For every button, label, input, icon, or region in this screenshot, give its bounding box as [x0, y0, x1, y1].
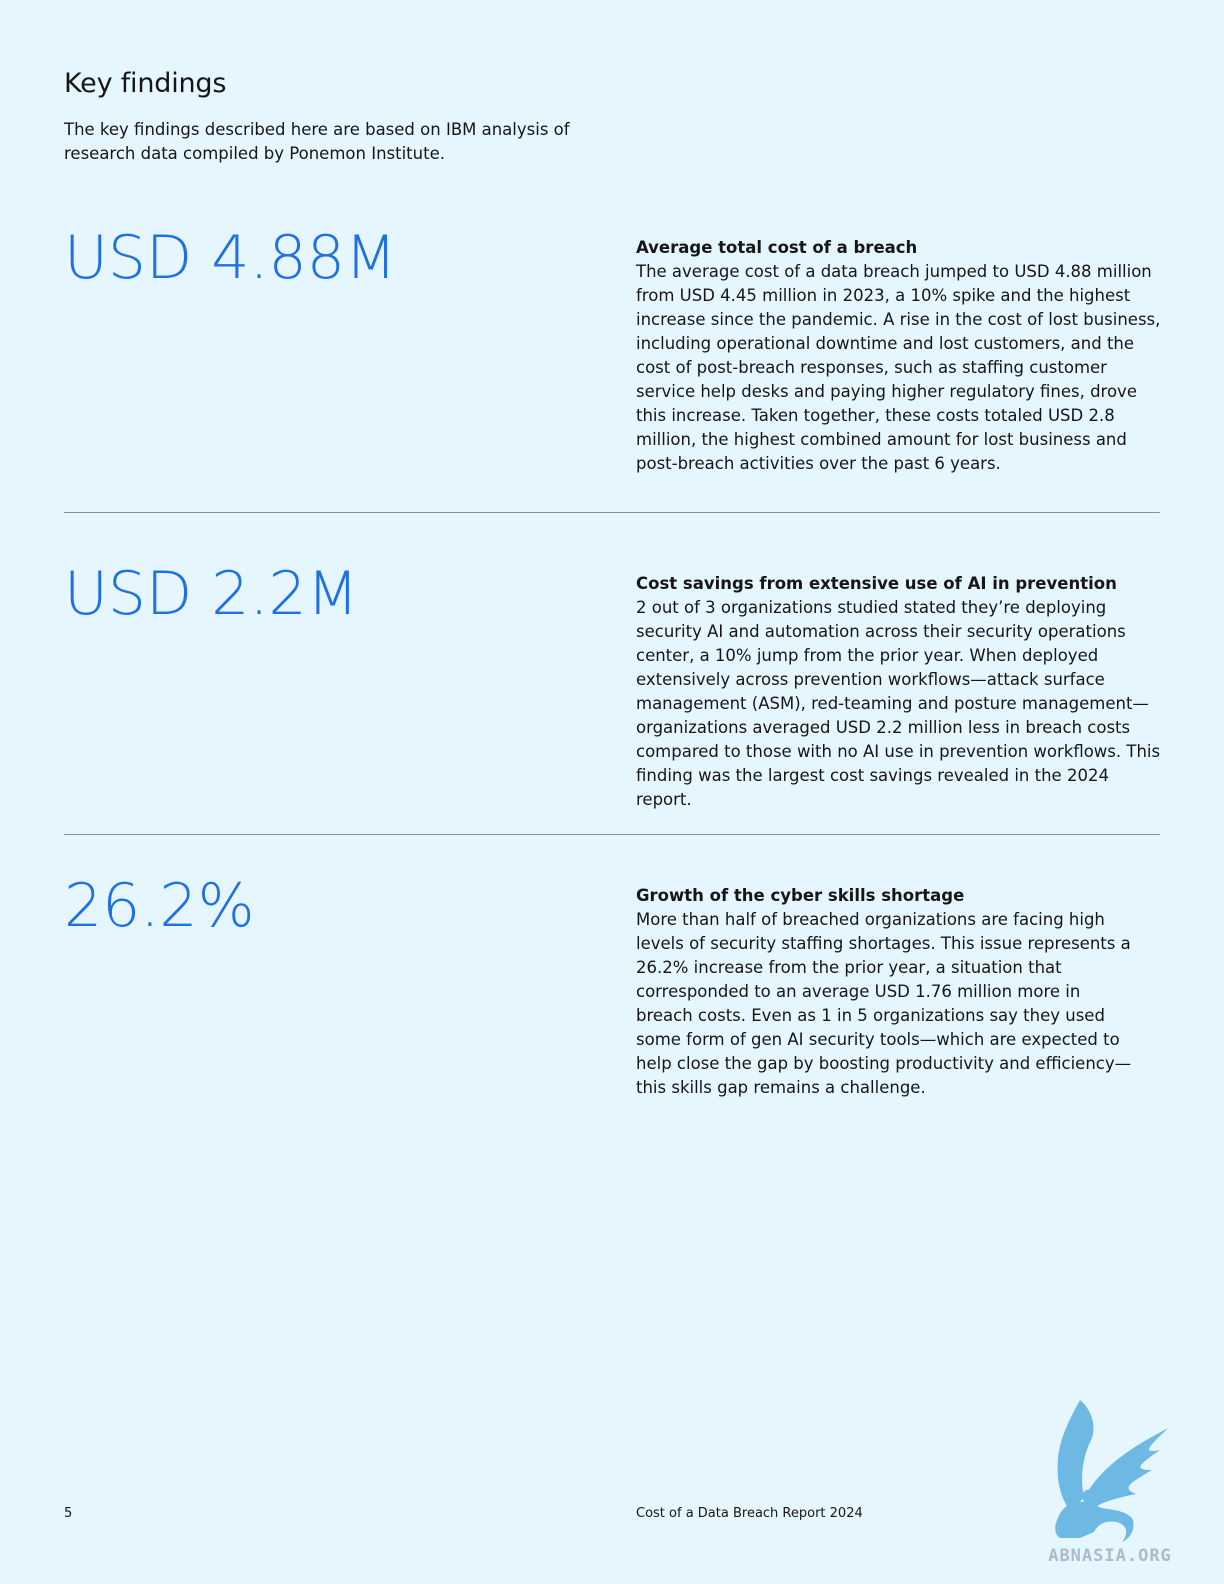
finding-heading: Cost savings from extensive use of AI in… [636, 574, 1117, 593]
finding-text: Cost savings from extensive use of AI in… [636, 562, 1164, 812]
page-number: 5 [64, 1506, 73, 1521]
finding-stat: USD 2.2M [64, 559, 359, 629]
finding-stat: USD 4.88M [64, 223, 397, 293]
finding-stat: 26.2% [64, 871, 255, 941]
watermark: ABNASIA.ORG [1040, 1398, 1180, 1574]
finding-heading: Growth of the cyber skills shortage [636, 886, 965, 905]
finding-text: Average total cost of a breach The avera… [636, 226, 1164, 476]
finding-heading: Average total cost of a breach [636, 238, 918, 257]
section-divider [64, 834, 1160, 835]
finding-body: The average cost of a data breach jumped… [636, 262, 1161, 473]
page-title: Key findings [64, 68, 227, 99]
finding-body: More than half of breached organizations… [636, 910, 1132, 1097]
intro-text: The key findings described here are base… [64, 120, 570, 163]
finding-body: 2 out of 3 organizations studied stated … [636, 598, 1161, 809]
report-title: Cost of a Data Breach Report 2024 [636, 1506, 863, 1521]
section-divider [64, 512, 1160, 513]
watermark-text: ABNASIA.ORG [1048, 1546, 1172, 1566]
griffin-logo-icon [1055, 1400, 1168, 1542]
finding-text: Growth of the cyber skills shortage More… [636, 874, 1164, 1100]
